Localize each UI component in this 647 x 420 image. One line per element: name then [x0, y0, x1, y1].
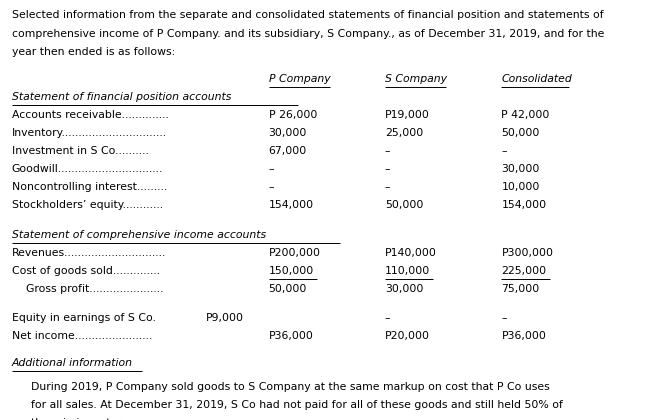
Text: P140,000: P140,000 — [385, 248, 437, 257]
Text: P200,000: P200,000 — [269, 248, 320, 257]
Text: –: – — [385, 182, 391, 192]
Text: P36,000: P36,000 — [501, 331, 546, 341]
Text: Accounts receivable..............: Accounts receivable.............. — [12, 110, 168, 120]
Text: 67,000: 67,000 — [269, 146, 307, 156]
Text: Statement of financial position accounts: Statement of financial position accounts — [12, 92, 231, 102]
Text: 30,000: 30,000 — [501, 164, 540, 174]
Text: 225,000: 225,000 — [501, 266, 547, 276]
Text: P 26,000: P 26,000 — [269, 110, 317, 120]
Text: 30,000: 30,000 — [385, 284, 423, 294]
Text: Noncontrolling interest.........: Noncontrolling interest......... — [12, 182, 167, 192]
Text: 110,000: 110,000 — [385, 266, 430, 276]
Text: year then ended is as follows:: year then ended is as follows: — [12, 47, 175, 57]
Text: P36,000: P36,000 — [269, 331, 313, 341]
Text: P 42,000: P 42,000 — [501, 110, 550, 120]
Text: Selected information from the separate and consolidated statements of financial : Selected information from the separate a… — [12, 10, 603, 21]
Text: –: – — [501, 146, 507, 156]
Text: Cost of goods sold..............: Cost of goods sold.............. — [12, 266, 160, 276]
Text: 50,000: 50,000 — [385, 200, 423, 210]
Text: Net income.......................: Net income....................... — [12, 331, 152, 341]
Text: Equity in earnings of S Co.: Equity in earnings of S Co. — [12, 313, 155, 323]
Text: Investment in S Co..........: Investment in S Co.......... — [12, 146, 149, 156]
Text: P300,000: P300,000 — [501, 248, 553, 257]
Text: them in inventory.: them in inventory. — [31, 418, 130, 420]
Text: Statement of comprehensive income accounts: Statement of comprehensive income accoun… — [12, 230, 266, 239]
Text: P19,000: P19,000 — [385, 110, 430, 120]
Text: –: – — [385, 313, 391, 323]
Text: 154,000: 154,000 — [269, 200, 314, 210]
Text: 75,000: 75,000 — [501, 284, 540, 294]
Text: Stockholders’ equity............: Stockholders’ equity............ — [12, 200, 163, 210]
Text: P Company: P Company — [269, 74, 330, 84]
Text: –: – — [269, 182, 274, 192]
Text: During 2019, P Company sold goods to S Company at the same markup on cost that P: During 2019, P Company sold goods to S C… — [31, 382, 550, 392]
Text: –: – — [385, 164, 391, 174]
Text: Inventory...............................: Inventory............................... — [12, 128, 167, 138]
Text: –: – — [385, 146, 391, 156]
Text: 30,000: 30,000 — [269, 128, 307, 138]
Text: 50,000: 50,000 — [501, 128, 540, 138]
Text: Revenues..............................: Revenues.............................. — [12, 248, 166, 257]
Text: Consolidated: Consolidated — [501, 74, 572, 84]
Text: S Company: S Company — [385, 74, 447, 84]
Text: –: – — [501, 313, 507, 323]
Text: comprehensive income of P Company. and its subsidiary, S Company., as of Decembe: comprehensive income of P Company. and i… — [12, 29, 604, 39]
Text: 10,000: 10,000 — [501, 182, 540, 192]
Text: 25,000: 25,000 — [385, 128, 423, 138]
Text: 50,000: 50,000 — [269, 284, 307, 294]
Text: P9,000: P9,000 — [206, 313, 244, 323]
Text: Goodwill...............................: Goodwill............................... — [12, 164, 163, 174]
Text: for all sales. At December 31, 2019, S Co had not paid for all of these goods an: for all sales. At December 31, 2019, S C… — [31, 400, 563, 410]
Text: P20,000: P20,000 — [385, 331, 430, 341]
Text: Additional information: Additional information — [12, 358, 133, 368]
Text: Gross profit......................: Gross profit...................... — [19, 284, 164, 294]
Text: 150,000: 150,000 — [269, 266, 314, 276]
Text: –: – — [269, 164, 274, 174]
Text: 154,000: 154,000 — [501, 200, 547, 210]
